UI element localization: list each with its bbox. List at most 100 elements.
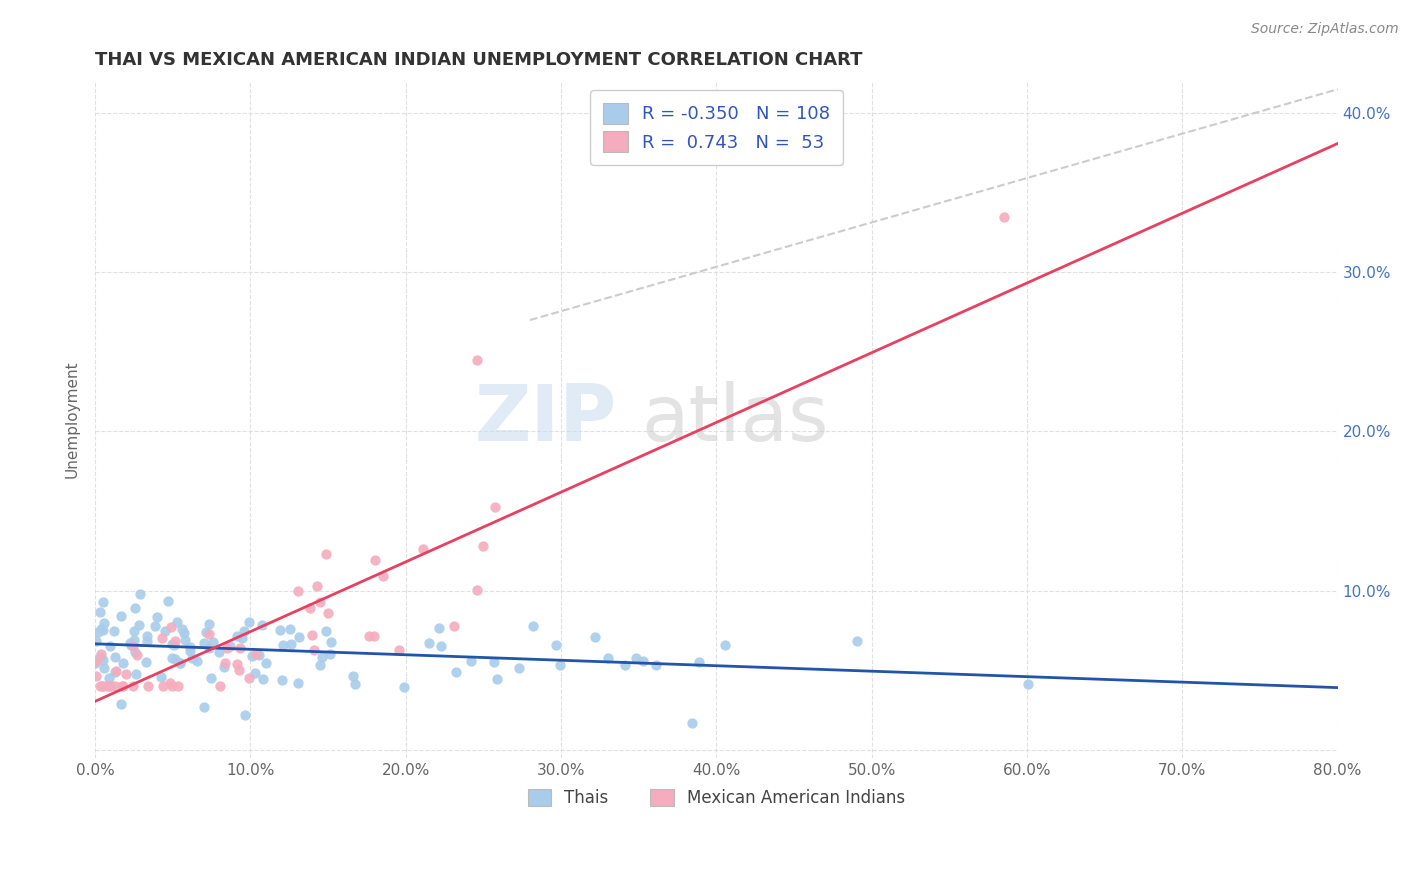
Point bbox=[460, 654, 482, 668]
Point bbox=[181, 651, 204, 665]
Point bbox=[231, 631, 253, 645]
Point bbox=[121, 640, 143, 654]
Point bbox=[613, 658, 636, 673]
Point bbox=[465, 352, 488, 367]
Point bbox=[240, 648, 263, 663]
Point bbox=[226, 657, 249, 671]
Point bbox=[444, 665, 467, 680]
Point bbox=[145, 610, 167, 624]
Point bbox=[104, 679, 127, 693]
Point bbox=[363, 629, 385, 643]
Point bbox=[197, 640, 219, 655]
Point bbox=[103, 624, 125, 639]
Point bbox=[169, 656, 191, 670]
Point bbox=[169, 656, 191, 670]
Point bbox=[124, 601, 146, 615]
Point bbox=[388, 642, 411, 657]
Point bbox=[125, 666, 148, 681]
Point bbox=[214, 660, 236, 674]
Point bbox=[136, 629, 159, 643]
Point bbox=[596, 651, 619, 665]
Point bbox=[98, 679, 121, 693]
Point bbox=[307, 579, 329, 593]
Point bbox=[111, 679, 134, 693]
Point bbox=[122, 632, 145, 647]
Text: ZIP: ZIP bbox=[475, 382, 617, 458]
Point bbox=[280, 622, 302, 636]
Point bbox=[155, 624, 177, 639]
Point bbox=[186, 654, 208, 668]
Point bbox=[427, 622, 450, 636]
Point bbox=[316, 607, 339, 621]
Point bbox=[122, 624, 145, 638]
Point bbox=[308, 657, 330, 672]
Point bbox=[91, 679, 114, 693]
Point bbox=[110, 608, 132, 623]
Point bbox=[232, 624, 254, 638]
Point bbox=[166, 615, 188, 629]
Point bbox=[287, 676, 309, 690]
Point bbox=[89, 605, 111, 619]
Point bbox=[194, 625, 217, 640]
Text: THAI VS MEXICAN AMERICAN INDIAN UNEMPLOYMENT CORRELATION CHART: THAI VS MEXICAN AMERICAN INDIAN UNEMPLOY… bbox=[96, 51, 863, 69]
Point bbox=[681, 715, 703, 730]
Point bbox=[342, 668, 364, 682]
Point bbox=[98, 679, 121, 693]
Point bbox=[546, 638, 568, 652]
Point bbox=[150, 631, 173, 645]
Point bbox=[412, 542, 434, 557]
Point bbox=[93, 661, 115, 675]
Point bbox=[418, 636, 440, 650]
Point bbox=[193, 700, 215, 714]
Point bbox=[167, 679, 190, 693]
Point bbox=[845, 634, 868, 648]
Point bbox=[250, 618, 273, 632]
Point bbox=[321, 634, 343, 648]
Point bbox=[288, 630, 311, 644]
Point bbox=[465, 582, 488, 597]
Point bbox=[162, 679, 184, 693]
Point bbox=[93, 616, 115, 631]
Point bbox=[165, 652, 187, 666]
Point bbox=[124, 645, 146, 659]
Point bbox=[201, 634, 224, 648]
Point bbox=[129, 587, 152, 601]
Point bbox=[522, 618, 544, 632]
Point bbox=[243, 665, 266, 680]
Text: Source: ZipAtlas.com: Source: ZipAtlas.com bbox=[1251, 22, 1399, 37]
Point bbox=[583, 630, 606, 644]
Point bbox=[301, 627, 323, 641]
Point bbox=[127, 648, 149, 662]
Point bbox=[162, 637, 184, 651]
Point bbox=[315, 547, 337, 561]
Point bbox=[128, 618, 150, 632]
Point bbox=[143, 619, 166, 633]
Point bbox=[233, 707, 256, 722]
Point bbox=[135, 655, 157, 669]
Point bbox=[271, 673, 294, 687]
Point bbox=[217, 641, 239, 656]
Point bbox=[193, 635, 215, 649]
Point bbox=[644, 658, 666, 673]
Point bbox=[112, 679, 135, 693]
Point bbox=[214, 657, 236, 671]
Point bbox=[198, 617, 221, 632]
Point bbox=[269, 623, 291, 637]
Point bbox=[160, 651, 183, 665]
Point bbox=[485, 672, 508, 686]
Point bbox=[207, 645, 229, 659]
Point bbox=[364, 553, 387, 567]
Point bbox=[430, 639, 453, 653]
Point bbox=[90, 622, 112, 636]
Point bbox=[98, 639, 121, 653]
Point bbox=[91, 623, 114, 637]
Point bbox=[271, 638, 294, 652]
Point bbox=[1017, 677, 1039, 691]
Point bbox=[120, 636, 142, 650]
Point bbox=[688, 655, 710, 669]
Legend: Thais, Mexican American Indians: Thais, Mexican American Indians bbox=[522, 782, 911, 814]
Point bbox=[97, 671, 120, 685]
Point bbox=[624, 651, 647, 665]
Point bbox=[309, 594, 332, 608]
Point bbox=[179, 640, 201, 654]
